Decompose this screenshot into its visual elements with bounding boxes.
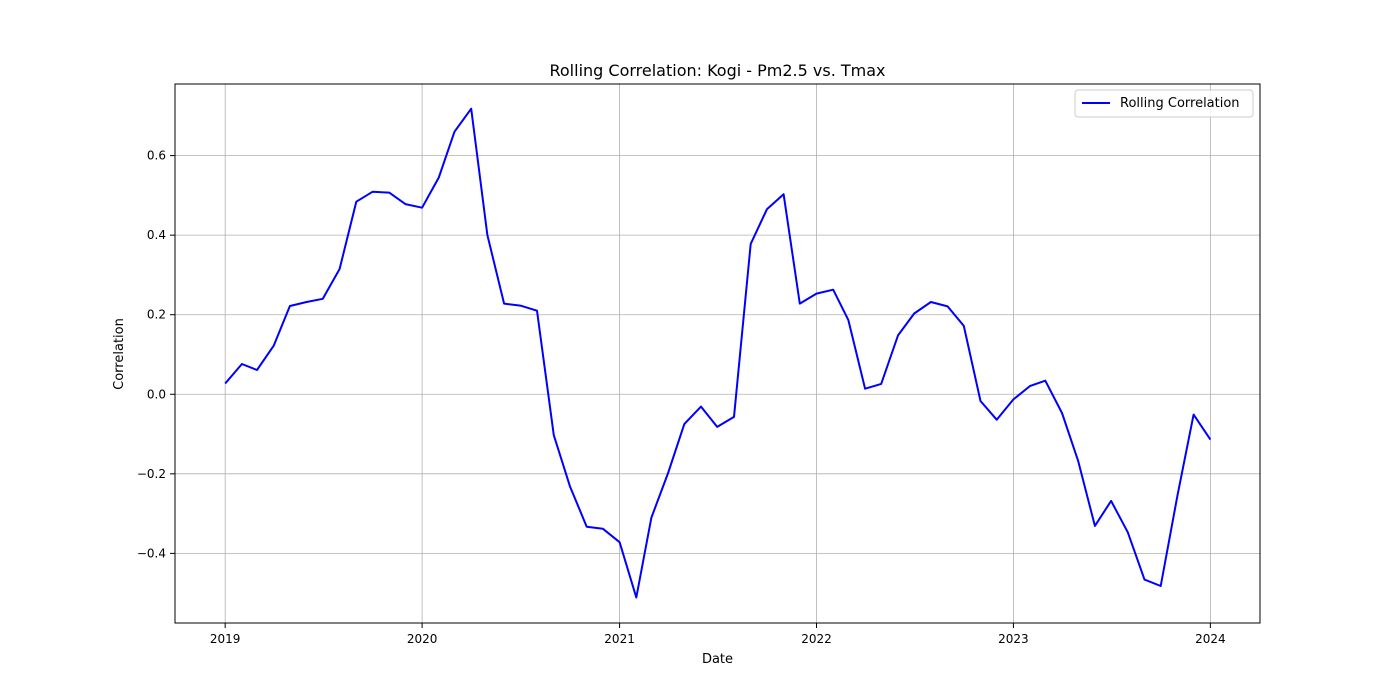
legend-label-rolling-correlation: Rolling Correlation (1120, 96, 1240, 111)
grid-lines (175, 84, 1260, 623)
x-tick-label: 2019 (210, 632, 241, 646)
y-tick-label: 0.6 (147, 149, 166, 163)
legend: Rolling Correlation (1074, 89, 1254, 118)
series-layer (224, 107, 1212, 599)
y-tick-label: −0.4 (137, 546, 166, 560)
y-axis-label: Correlation (112, 318, 127, 390)
chart-title: Rolling Correlation: Kogi - Pm2.5 vs. Tm… (549, 61, 885, 80)
y-tick-label: 0.2 (147, 308, 166, 322)
series-line-rolling-correlation (224, 107, 1212, 599)
y-axis-ticks: −0.4 −0.2 0.0 0.2 0.4 0.6 (137, 149, 175, 560)
x-tick-label: 2022 (801, 632, 832, 646)
x-tick-label: 2021 (604, 632, 635, 646)
x-tick-label: 2024 (1195, 632, 1226, 646)
x-tick-label: 2023 (998, 632, 1029, 646)
x-axis-ticks: 2019 2020 2021 2022 2023 2024 (210, 623, 1226, 646)
y-tick-label: 0.4 (147, 228, 166, 242)
y-tick-label: −0.2 (137, 467, 166, 481)
plot-frame (174, 83, 1261, 624)
x-tick-label: 2020 (407, 632, 438, 646)
y-tick-label: 0.0 (147, 387, 166, 401)
x-axis-label: Date (702, 652, 733, 667)
legend-box (1074, 89, 1254, 118)
